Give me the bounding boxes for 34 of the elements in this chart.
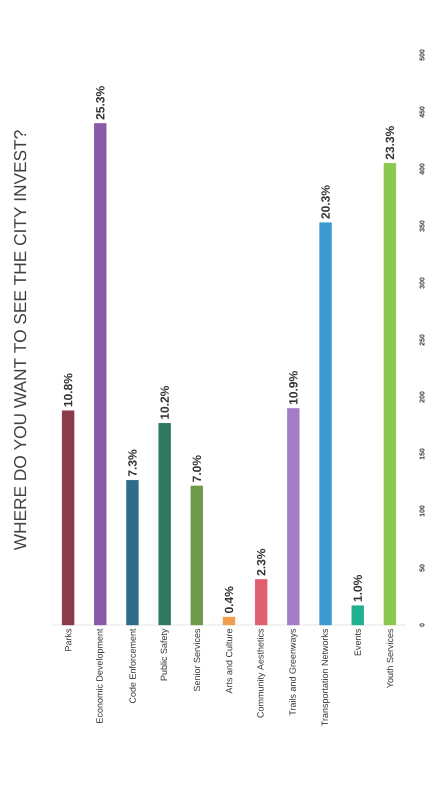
x-tick-label: Parks — [64, 628, 72, 651]
annotation: 23.3% — [386, 126, 394, 160]
bar — [319, 222, 332, 626]
x-tick-label: Senior Services — [194, 628, 200, 692]
x-tick-label: Community Aesthetics — [256, 628, 266, 718]
annotation: 10.9% — [289, 371, 298, 404]
x-tick-label: Economic Development — [96, 628, 104, 723]
annotation: 7.0% — [192, 455, 202, 482]
x-tick-label: Public Safety — [160, 628, 169, 680]
x-tick-label: Arts and Culture — [226, 628, 232, 694]
x-tick-label: Transportation Networks — [321, 628, 330, 726]
annotation: 25.3% — [96, 86, 105, 120]
annotation: 10.8% — [64, 373, 72, 406]
x-tick-label: Events — [354, 628, 361, 656]
x-tick-label: Trails and Greenways — [289, 628, 298, 716]
bar — [158, 423, 171, 626]
bar — [222, 616, 236, 626]
bar — [62, 410, 74, 626]
annotation: 10.2% — [160, 386, 169, 419]
bar — [384, 163, 396, 626]
bar — [287, 408, 300, 626]
annotation: 7.3% — [128, 450, 137, 476]
bar — [190, 486, 204, 626]
x-tick-label: Youth Services — [386, 628, 394, 688]
annotation: 20.3% — [321, 185, 330, 219]
text: WHERE DO YOU WANT TO SEE THE CITY INVEST? — [14, 130, 26, 550]
x-tick-label: Code Enforcement — [129, 628, 136, 704]
bar — [126, 480, 139, 626]
annotation: 2.3% — [256, 548, 266, 576]
bar — [254, 579, 268, 626]
bar — [352, 605, 364, 626]
annotation: 1.0% — [353, 575, 362, 602]
annotation: 0.4% — [224, 586, 234, 614]
bar — [94, 123, 106, 626]
